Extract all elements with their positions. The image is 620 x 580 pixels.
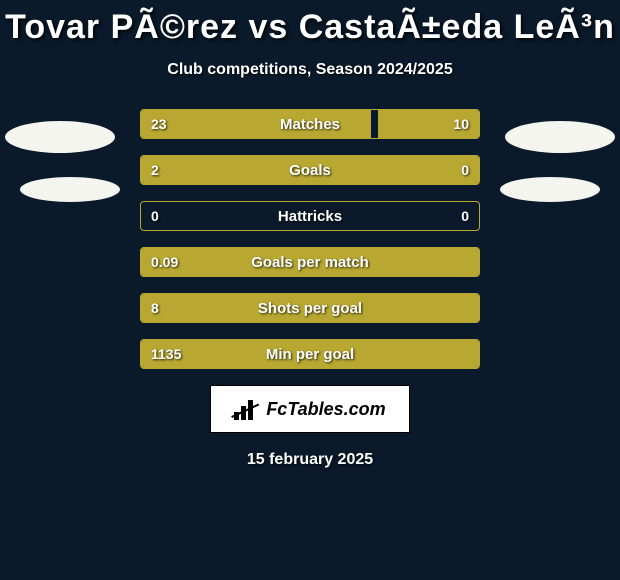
avatar-left-body (20, 177, 120, 202)
avatar-right-head (505, 121, 615, 153)
avatar-right-body (500, 177, 600, 202)
bar-row: 8Shots per goal (140, 293, 480, 323)
logo-box: FcTables.com (210, 385, 410, 433)
chart-icon (234, 398, 260, 420)
bar-label: Min per goal (141, 340, 479, 368)
avatar-left-head (5, 121, 115, 153)
bar-row: 0.09Goals per match (140, 247, 480, 277)
bar-label: Shots per goal (141, 294, 479, 322)
content-area: 2310Matches 20Goals 00Hattricks 0.09Goals p… (0, 109, 620, 469)
page-title: Tovar PÃ©rez vs CastaÃ±eda LeÃ³n (0, 0, 620, 47)
bar-label: Goals (141, 156, 479, 184)
comparison-bars: 2310Matches 20Goals 00Hattricks 0.09Goals p… (140, 109, 480, 369)
bar-label: Goals per match (141, 248, 479, 276)
bar-row: 20Goals (140, 155, 480, 185)
bar-label: Matches (141, 110, 479, 138)
footer-date: 15 february 2025 (0, 451, 620, 469)
bar-label: Hattricks (141, 202, 479, 230)
bar-row: 2310Matches (140, 109, 480, 139)
subtitle: Club competitions, Season 2024/2025 (0, 61, 620, 79)
bar-row: 1135Min per goal (140, 339, 480, 369)
logo-text: FcTables.com (266, 399, 385, 420)
bar-row: 00Hattricks (140, 201, 480, 231)
